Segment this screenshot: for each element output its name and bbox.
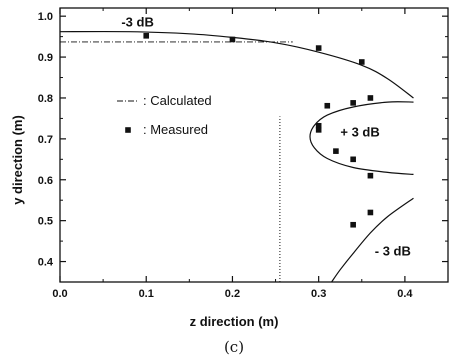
x-tick-label: 0.2	[225, 288, 240, 300]
y-tick-label: 1.0	[38, 11, 53, 23]
annotation-label: - 3 dB	[375, 243, 411, 258]
y-tick-label: 0.7	[38, 134, 53, 146]
measured-point	[143, 33, 150, 39]
figure-caption: (c)	[224, 338, 244, 356]
measured-point	[350, 221, 356, 228]
x-tick-label: 0.0	[52, 288, 67, 300]
legend: : Calculated : Measured	[117, 93, 212, 137]
y-axis-label: y direction (m)	[10, 115, 25, 205]
x-tick-label: 0.3	[311, 288, 326, 300]
legend-calculated-label: : Calculated	[143, 93, 212, 108]
y-tick-label: 0.6	[38, 175, 53, 187]
calculated-curve	[59, 30, 414, 99]
y-tick-label: 0.4	[38, 257, 54, 269]
plot-frame	[59, 7, 449, 283]
annotations: -3 dB + 3 dB - 3 dB	[121, 14, 411, 258]
measured-point	[333, 148, 339, 154]
calculated-curve	[309, 101, 414, 175]
x-axis-label: z direction (m)	[190, 314, 279, 329]
legend-measured-swatch	[125, 127, 131, 133]
legend-measured-label: : Measured	[143, 122, 208, 137]
measured-point	[367, 172, 374, 179]
measured-point	[315, 127, 322, 133]
y-tick-label: 0.8	[38, 93, 53, 105]
measured-point	[350, 100, 356, 106]
measured-point	[367, 95, 374, 101]
calculated-curves	[59, 30, 414, 283]
x-tick-label: 0.1	[139, 288, 154, 300]
measured-markers	[143, 33, 374, 228]
measured-point	[315, 122, 322, 129]
measured-point	[324, 102, 331, 109]
measured-point	[229, 36, 236, 43]
annotation-label: -3 dB	[121, 14, 154, 29]
measured-point	[350, 156, 356, 163]
measured-point	[367, 209, 374, 216]
y-tick-label: 0.9	[38, 52, 53, 64]
annotation-label: + 3 dB	[340, 125, 379, 140]
measured-point	[315, 45, 322, 51]
calculated-curve	[331, 197, 414, 283]
measured-point	[358, 59, 365, 65]
axes: 0.0 0.1 0.2 0.3 0.4 0.4 0.5 0.6 0.7 0.8 0.9 1.0	[38, 7, 449, 300]
y-tick-label: 0.5	[38, 216, 53, 228]
x-tick-label: 0.4	[397, 288, 413, 300]
